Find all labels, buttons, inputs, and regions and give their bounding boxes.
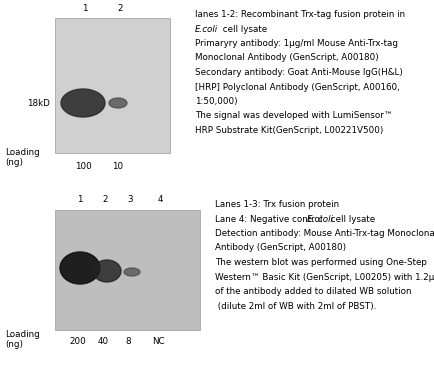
Text: lanes 1-2: Recombinant Trx-tag fusion protein in: lanes 1-2: Recombinant Trx-tag fusion pr… (194, 10, 404, 19)
Text: 4: 4 (157, 195, 162, 204)
Text: 1: 1 (77, 195, 82, 204)
Text: 200: 200 (69, 337, 86, 346)
Text: E.coli: E.coli (194, 24, 217, 33)
Text: 1: 1 (82, 4, 88, 13)
Text: Antibody (GenScript, A00180): Antibody (GenScript, A00180) (214, 244, 345, 252)
Text: Loading
(ng): Loading (ng) (5, 330, 39, 349)
Text: 8: 8 (125, 337, 131, 346)
Text: of the antibody added to dilated WB solution: of the antibody added to dilated WB solu… (214, 287, 411, 296)
Text: Lane 4: Negative control: Lane 4: Negative control (214, 214, 324, 223)
Text: 100: 100 (75, 162, 91, 171)
Text: Detection antibody: Mouse Anti-Trx-tag Monoclonal: Detection antibody: Mouse Anti-Trx-tag M… (214, 229, 434, 238)
Text: HRP Substrate Kit(GenScript, L00221V500): HRP Substrate Kit(GenScript, L00221V500) (194, 126, 382, 135)
Text: 2: 2 (117, 4, 122, 13)
Text: Monoclonal Antibody (GenScript, A00180): Monoclonal Antibody (GenScript, A00180) (194, 54, 378, 62)
Ellipse shape (60, 252, 100, 284)
Text: 10: 10 (112, 162, 123, 171)
Text: The western blot was performed using One-Step: The western blot was performed using One… (214, 258, 426, 267)
Text: The signal was developed with LumiSensor™: The signal was developed with LumiSensor… (194, 111, 392, 120)
Text: Primaryry antibody: 1μg/ml Mouse Anti-Trx-tag: Primaryry antibody: 1μg/ml Mouse Anti-Tr… (194, 39, 397, 48)
Text: [HRP] Polyclonal Antibody (GenScript, A00160,: [HRP] Polyclonal Antibody (GenScript, A0… (194, 82, 399, 92)
Text: Lanes 1-3: Trx fusion protein: Lanes 1-3: Trx fusion protein (214, 200, 339, 209)
Text: NC: NC (151, 337, 164, 346)
Text: cell lysate: cell lysate (327, 214, 374, 223)
Text: Western™ Basic Kit (GenScript, L00205) with 1.2μg: Western™ Basic Kit (GenScript, L00205) w… (214, 272, 434, 282)
Ellipse shape (124, 268, 140, 276)
Text: (dilute 2ml of WB with 2ml of PBST).: (dilute 2ml of WB with 2ml of PBST). (214, 301, 375, 310)
Text: 18kD: 18kD (27, 98, 50, 108)
Text: cell lysate: cell lysate (220, 24, 266, 33)
Text: 2: 2 (102, 195, 108, 204)
Text: Loading
(ng): Loading (ng) (5, 148, 39, 168)
Text: 40: 40 (97, 337, 108, 346)
Text: Secondary antibody: Goat Anti-Mouse IgG(H&L): Secondary antibody: Goat Anti-Mouse IgG(… (194, 68, 402, 77)
Ellipse shape (61, 89, 105, 117)
Text: 1:50,000): 1:50,000) (194, 97, 237, 106)
Ellipse shape (93, 260, 121, 282)
Bar (55, 210, 200, 330)
Ellipse shape (109, 98, 127, 108)
Bar (55, 18, 170, 153)
Text: 3: 3 (127, 195, 132, 204)
Text: E. coli: E. coli (306, 214, 332, 223)
